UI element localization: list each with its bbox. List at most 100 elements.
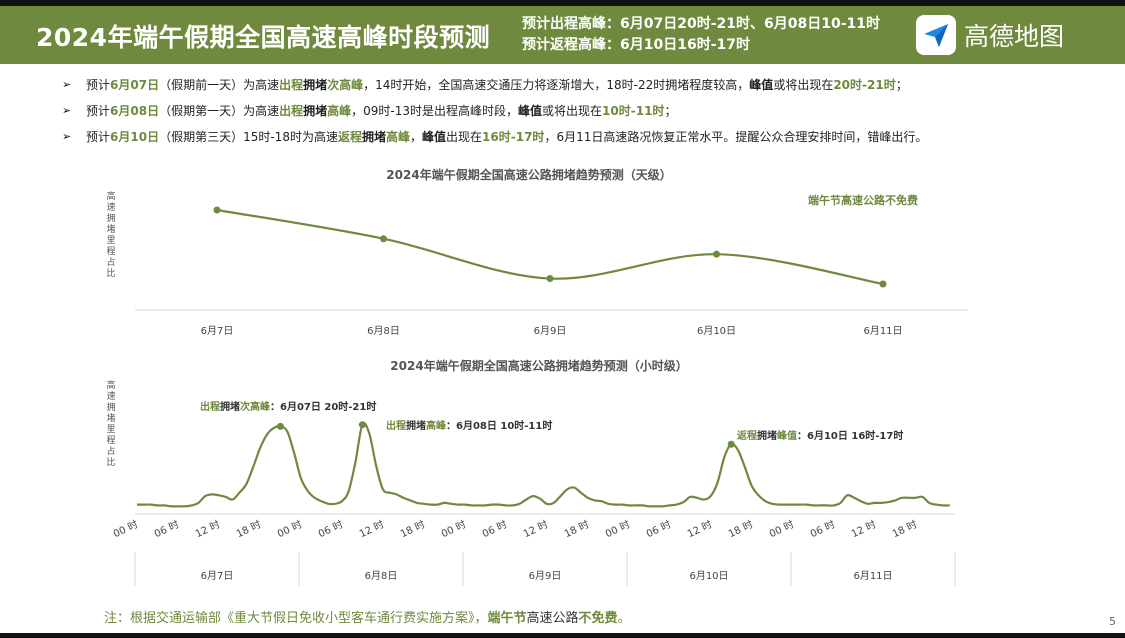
bullet-segment: 预计	[86, 104, 111, 118]
bullet-segment: 拥堵	[303, 104, 328, 118]
hourly-x-tick: 18 时	[234, 518, 263, 540]
hourly-day-label: 6月10日	[689, 570, 728, 582]
y-label-char: 堵	[106, 223, 115, 235]
peak-annotation-part: 高峰	[426, 419, 447, 432]
hourly-x-tick: 00 时	[111, 518, 140, 540]
peak-point	[727, 440, 735, 448]
bullet-segment: 出程	[279, 78, 304, 92]
daily-x-tick: 6月8日	[367, 325, 400, 337]
peak-annotation: 出程拥堵次高峰：6月07日 20时-21时	[200, 400, 376, 413]
y-label-char: 高	[106, 190, 115, 202]
hourly-x-tick: 06 时	[808, 518, 837, 540]
y-label-char: 程	[106, 435, 115, 446]
logo-text: 高德地图	[964, 22, 1065, 51]
bullet-segment: 6月08日	[110, 104, 160, 118]
y-label-char: 速	[106, 202, 115, 213]
bullet-segment: 拥堵	[303, 78, 328, 92]
hourly-x-tick: 12 时	[849, 518, 878, 540]
daily-point	[713, 250, 720, 258]
peak-summary: 预计出程高峰：6月07日20时-21时、6月08日10-11时 预计返程高峰：6…	[522, 14, 880, 56]
hourly-trend-line	[137, 421, 950, 508]
peak-annotation-part: ：6月07日 20时-21时	[270, 400, 376, 413]
hourly-x-tick: 12 时	[357, 518, 386, 540]
peak-annotation: 出程拥堵高峰：6月08日 10时-11时	[386, 419, 552, 432]
daily-x-tick: 6月10日	[697, 325, 736, 337]
hourly-x-tick: 18 时	[890, 518, 919, 540]
y-label-char: 里	[106, 235, 115, 246]
footnote-suffix: 。	[617, 611, 631, 626]
peak-annotation-part: ：6月08日 10时-11时	[446, 419, 552, 432]
peak-annotation-part: 出程	[200, 400, 220, 413]
bullet-segment: 峰值	[518, 104, 543, 118]
bullet-segment: ；	[895, 78, 908, 92]
bullet-segment: 高峰	[385, 130, 410, 144]
bullet-segment: 20时-21时	[833, 78, 896, 92]
bullet-text: 预计6月08日（假期第一天）为高速出程拥堵高峰，09时-13时是出程高峰时段，峰…	[86, 98, 676, 124]
footnote-bold1: 端午节	[487, 611, 527, 626]
bullet-text: 预计6月10日（假期第三天）15时-18时为高速返程拥堵高峰，峰值出现在16时-…	[86, 124, 927, 150]
daily-point	[380, 235, 387, 243]
y-label-char: 高	[106, 379, 115, 391]
bullet-segment: ；	[664, 104, 677, 118]
bullet-segment: 返程	[337, 130, 362, 144]
y-label-char: 拥	[106, 212, 115, 224]
arrow-bullet-icon: ➢	[62, 130, 72, 143]
bullet-item: ➢ 预计6月08日（假期第一天）为高速出程拥堵高峰，09时-13时是出程高峰时段，…	[62, 98, 1112, 124]
hourly-x-tick: 12 时	[193, 518, 222, 540]
daily-point	[546, 274, 554, 282]
hourly-x-tick: 00 时	[439, 518, 468, 540]
hourly-day-label: 6月11日	[853, 570, 892, 582]
y-label-char: 占	[106, 445, 115, 457]
peak-annotation-part: 返程	[737, 429, 757, 442]
daily-trend-line	[216, 208, 884, 286]
bullet-segment: 高峰	[327, 104, 352, 118]
page-title: 2024年端午假期全国高速高峰时段预测	[36, 23, 491, 52]
bullet-segment: 预计	[86, 130, 111, 144]
y-label-char: 拥	[106, 401, 115, 413]
footnote-prefix: 注：根据交通运输部《重大节假日免收小型客车通行费实施方案》，	[104, 611, 488, 626]
hourly-x-tick: 00 时	[275, 518, 304, 540]
hourly-x-tick: 00 时	[603, 518, 632, 540]
hourly-day-label: 6月7日	[201, 570, 234, 582]
header-bar: 2024年端午假期全国高速高峰时段预测 预计出程高峰：6月07日20时-21时、…	[0, 6, 1125, 64]
peak-annotation-part: 拥堵	[406, 419, 426, 432]
hourly-x-tick: 18 时	[726, 518, 755, 540]
hourly-x-tick: 12 时	[685, 518, 714, 540]
bullet-segment: ，6月11日高速路况恢复正常水平。提醒公众合理安排时间，错峰出行。	[544, 130, 928, 144]
bullet-segment: ，14时开始，全国高速交通压力将逐渐增大，18时-22时拥堵程度较高，	[363, 78, 750, 92]
daily-chart-title: 2024年端午假期全国高速公路拥堵趋势预测（天级）	[386, 167, 671, 182]
hourly-x-tick: 12 时	[521, 518, 550, 540]
y-label-char: 比	[106, 267, 115, 279]
hourly-x-tick: 06 时	[644, 518, 673, 540]
hourly-x-tick: 06 时	[480, 518, 509, 540]
peak-point	[276, 422, 284, 430]
footnote: 注：根据交通运输部《重大节假日免收小型客车通行费实施方案》，端午节高速公路不免费…	[104, 607, 631, 626]
peak-annotation-part: 峰值	[777, 429, 797, 442]
hourly-x-tick: 18 时	[398, 518, 427, 540]
peak-annotation-part: ：6月10日 16时-17时	[797, 429, 903, 442]
bullet-segment: 或将出现在	[773, 78, 834, 92]
peak-point	[358, 421, 366, 429]
y-label-char: 堵	[106, 412, 115, 424]
bullet-segment: 峰值	[422, 130, 447, 144]
arrow-bullet-icon: ➢	[62, 104, 72, 117]
bullet-segment: 6月07日	[110, 78, 160, 92]
bullet-segment: 出现在	[446, 130, 483, 144]
bullet-text: 预计6月07日（假期前一天）为高速出程拥堵次高峰，14时开始，全国高速交通压力将…	[86, 72, 908, 98]
footnote-bold2: 不免费	[578, 611, 618, 626]
hourly-day-label: 6月8日	[365, 570, 398, 582]
daily-x-tick: 6月9日	[534, 325, 567, 337]
summary-bullets: ➢ 预计6月07日（假期前一天）为高速出程拥堵次高峰，14时开始，全国高速交通压力…	[62, 72, 1112, 150]
peak-annotation-part: 拥堵	[220, 400, 240, 413]
hourly-x-tick: 00 时	[767, 518, 796, 540]
footnote-mid: 高速公路	[526, 611, 579, 626]
bullet-segment: （假期前一天）为高速	[159, 78, 280, 92]
daily-point	[213, 206, 221, 214]
outbound-peak-text: 预计出程高峰：6月07日20时-21时、6月08日10-11时	[522, 16, 880, 32]
peak-annotation-part: 出程	[386, 419, 406, 432]
amap-logo: 高德地图	[916, 13, 1112, 57]
